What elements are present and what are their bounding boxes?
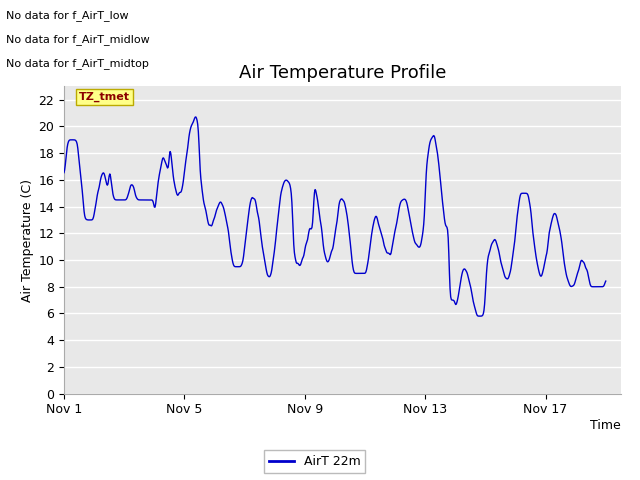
Text: No data for f_AirT_low: No data for f_AirT_low [6,10,129,21]
Text: TZ_tmet: TZ_tmet [79,92,130,102]
Text: No data for f_AirT_midtop: No data for f_AirT_midtop [6,58,149,69]
Legend: AirT 22m: AirT 22m [264,450,365,473]
X-axis label: Time: Time [590,419,621,432]
Title: Air Temperature Profile: Air Temperature Profile [239,64,446,82]
Text: No data for f_AirT_midlow: No data for f_AirT_midlow [6,34,150,45]
Y-axis label: Air Temperature (C): Air Temperature (C) [21,179,34,301]
